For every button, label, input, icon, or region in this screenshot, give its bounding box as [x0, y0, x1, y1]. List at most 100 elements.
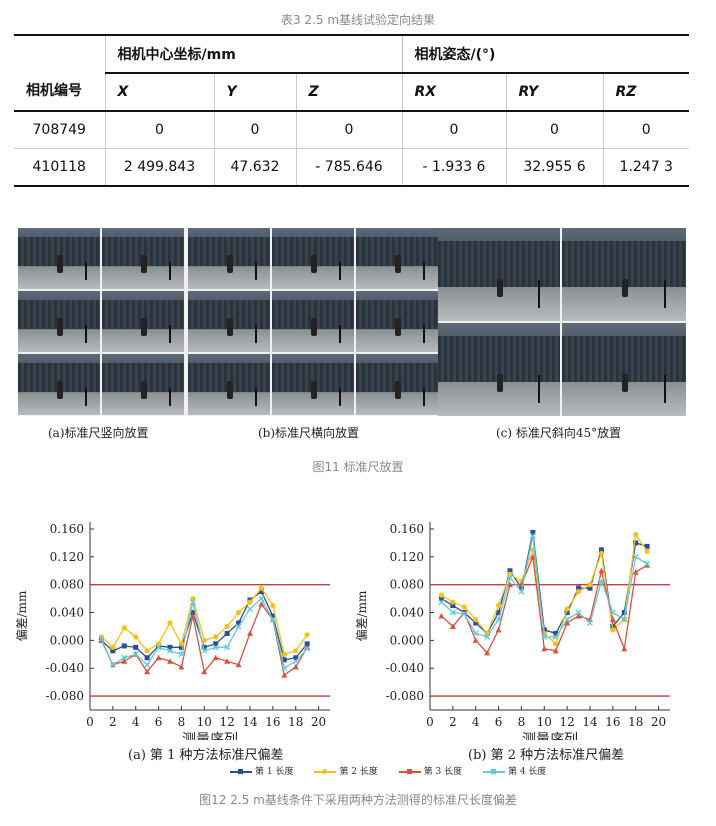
data-point — [564, 606, 570, 612]
data-point — [167, 644, 173, 650]
photo-tile — [272, 291, 354, 352]
data-point — [235, 609, 242, 616]
data-point — [529, 532, 536, 539]
data-point — [258, 601, 265, 607]
chart-b-svg: -0.080 -0.040 0.000 0.040 0.080 0.120 0.160 0 2 4… — [354, 522, 670, 740]
data-point — [224, 644, 231, 651]
data-point — [178, 644, 184, 650]
y-tick-label: 0.160 — [390, 522, 424, 536]
data-point — [110, 644, 116, 650]
data-point — [133, 634, 139, 640]
photo-tile — [102, 228, 184, 289]
chart-a: -0.080 -0.040 0.000 0.040 0.080 0.120 0.160 0 2 4… — [10, 510, 350, 740]
table-cell: 32.955 6 — [506, 148, 604, 187]
x-tick-label: 0 — [426, 715, 434, 729]
series-line — [441, 532, 648, 635]
table-row: 708749 0 0 0 0 0 0 — [14, 111, 689, 149]
data-point — [304, 644, 311, 650]
data-point — [236, 620, 242, 626]
data-point — [518, 588, 525, 595]
x-tick-label: 10 — [537, 715, 552, 729]
data-point — [201, 637, 207, 643]
data-point — [518, 585, 524, 591]
data-point — [472, 637, 479, 643]
data-point — [247, 630, 253, 636]
data-point — [178, 641, 185, 647]
data-point — [189, 613, 196, 619]
data-point — [461, 604, 467, 610]
y-tick-label: 0.080 — [390, 578, 424, 592]
data-point — [121, 643, 127, 649]
data-point — [155, 644, 162, 651]
data-point — [495, 602, 502, 609]
data-point — [247, 599, 253, 605]
data-point — [304, 641, 310, 647]
x-tick-label: 2 — [109, 715, 117, 729]
y-tick-label: -0.040 — [386, 661, 424, 675]
table-caption: 表3 2.5 m基线试验定向结果 — [280, 13, 436, 27]
x-tick-label: 2 — [449, 715, 457, 729]
photo-tile — [356, 228, 438, 289]
data-point — [133, 644, 139, 650]
y-tick-label: -0.080 — [46, 689, 84, 703]
attitude-header: 相机姿态/(°) — [402, 34, 689, 74]
data-point — [553, 641, 559, 647]
x-axis-label: 测量序列 — [522, 732, 578, 740]
data-point — [473, 616, 479, 623]
table-cell: 0 — [105, 111, 215, 149]
x-tick-label: 16 — [605, 715, 620, 729]
y-tick-label: 0.000 — [390, 633, 424, 647]
x-tick-label: 12 — [560, 715, 575, 729]
fig11-caption: 图11 标准尺放置 — [312, 460, 404, 474]
fig11-label-a: (a)标准尺竖向放置 — [48, 426, 149, 440]
data-point — [472, 630, 479, 637]
data-point — [258, 585, 265, 591]
data-point — [247, 606, 253, 613]
photo-tile — [562, 323, 686, 416]
data-point — [587, 582, 593, 588]
data-point — [449, 623, 456, 629]
data-point — [644, 562, 651, 568]
y-tick-label: 0.000 — [50, 633, 84, 647]
data-point — [496, 610, 502, 616]
photo-tile — [188, 291, 270, 352]
column-header: Z — [296, 73, 403, 112]
data-point — [576, 585, 582, 591]
table-cell: 0 — [296, 111, 403, 149]
data-point — [270, 602, 276, 609]
photo-tile — [18, 354, 100, 415]
fig12-caption: 图12 2.5 m基线条件下采用两种方法测得的标准尺长度偏差 — [199, 793, 517, 807]
data-point — [450, 599, 456, 605]
data-point — [541, 633, 548, 640]
x-tick-label: 20 — [311, 715, 326, 729]
data-point — [110, 648, 116, 654]
data-point — [269, 616, 276, 623]
table-cell: 410118 — [14, 148, 106, 187]
table-cell: 0 — [402, 111, 507, 149]
data-point — [235, 623, 242, 630]
data-point — [564, 610, 570, 616]
data-point — [109, 661, 116, 668]
data-point — [270, 613, 276, 619]
x-tick-label: 12 — [220, 715, 235, 729]
data-point — [167, 658, 173, 664]
data-point — [484, 649, 491, 656]
data-point — [450, 603, 456, 609]
legend-item: 第 3 长度 — [398, 764, 462, 777]
chart-b: -0.080 -0.040 0.000 0.040 0.080 0.120 0.160 0 2 4… — [350, 510, 690, 740]
data-point — [121, 654, 128, 661]
y-tick-label: 0.080 — [50, 578, 84, 592]
y-tick-label: 0.160 — [50, 522, 84, 536]
data-point — [587, 619, 593, 626]
data-point — [633, 531, 639, 538]
data-point — [587, 585, 593, 591]
center-coord-header: 相机中心坐标/mm — [105, 34, 403, 74]
data-point — [144, 668, 151, 675]
x-tick-label: 14 — [242, 715, 258, 729]
result-table: 相机编号 相机中心坐标/mm 相机姿态/(°) X Y Z RX RY RZ 7… — [14, 34, 689, 187]
photo-tile — [356, 354, 438, 415]
data-point — [552, 647, 559, 654]
x-tick-label: 8 — [518, 715, 526, 729]
data-point — [293, 655, 299, 661]
x-tick-label: 20 — [651, 715, 666, 729]
